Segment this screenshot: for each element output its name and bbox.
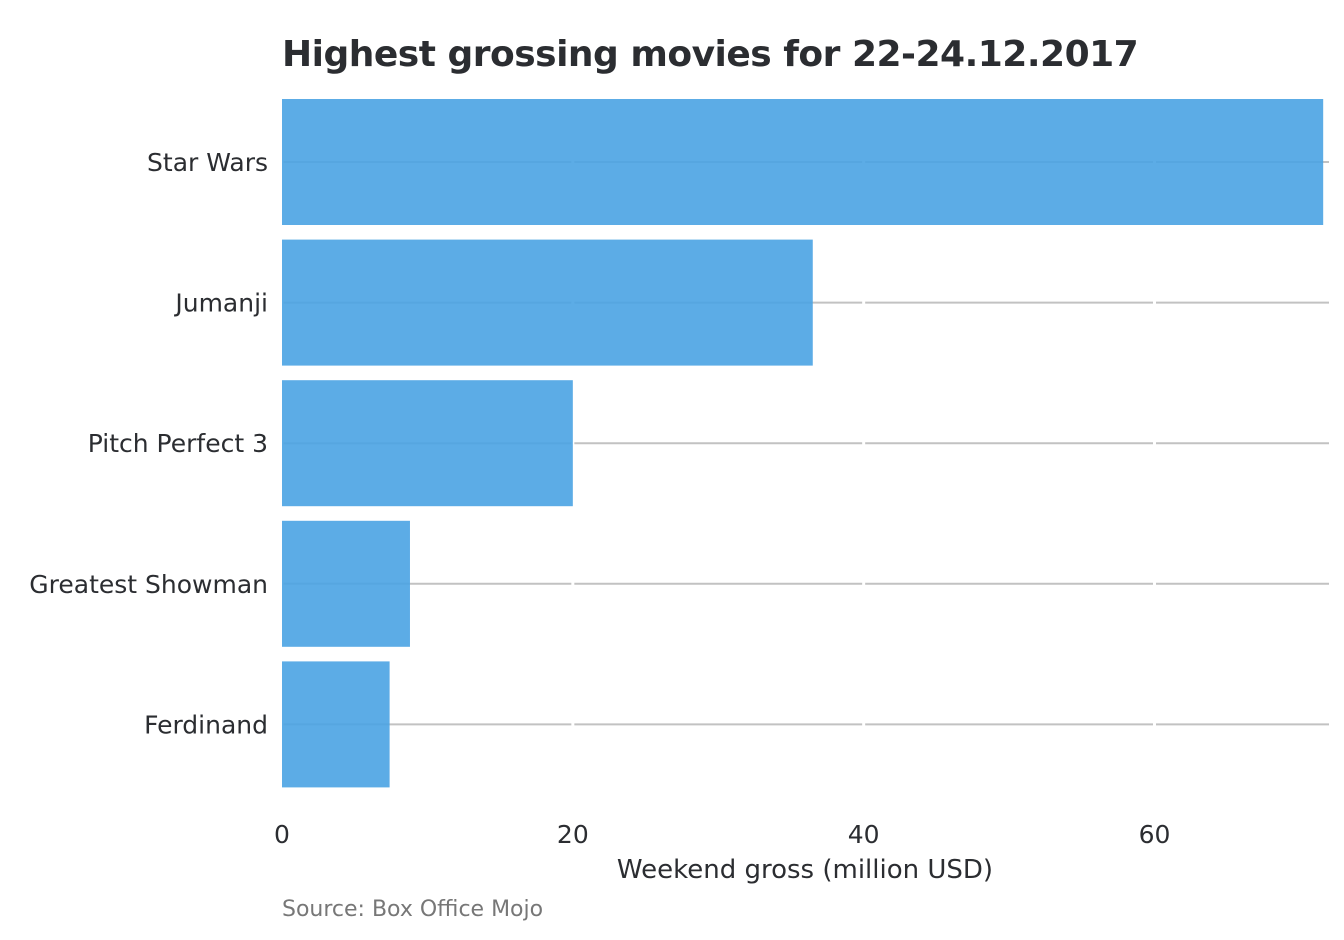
bar-pitch-perfect-3 bbox=[282, 380, 573, 507]
category-label-greatest-showman: Greatest Showman bbox=[29, 570, 268, 599]
category-label-pitch-perfect-3: Pitch Perfect 3 bbox=[88, 429, 268, 458]
x-axis-title: Weekend gross (million USD) bbox=[617, 855, 993, 885]
x-tick-label-0: 0 bbox=[274, 820, 290, 849]
bar-layer bbox=[282, 99, 1324, 788]
x-axis-ticks: 0 20 40 60 bbox=[274, 820, 1170, 849]
category-label-jumanji: Jumanji bbox=[173, 289, 268, 318]
chart-source: Source: Box Office Mojo bbox=[282, 897, 544, 922]
category-label-star-wars: Star Wars bbox=[147, 148, 268, 177]
bar-star-wars bbox=[282, 99, 1324, 225]
bar-jumanji bbox=[282, 239, 813, 366]
bar-ferdinand bbox=[282, 661, 390, 788]
x-tick-label-20: 20 bbox=[557, 820, 589, 849]
chart-title: Highest grossing movies for 22-24.12.201… bbox=[282, 34, 1139, 75]
category-label-ferdinand: Ferdinand bbox=[144, 710, 268, 739]
x-tick-label-60: 60 bbox=[1139, 820, 1171, 849]
x-tick-label-40: 40 bbox=[848, 820, 880, 849]
category-labels: Star Wars Jumanji Pitch Perfect 3 Greatest … bbox=[29, 148, 268, 739]
bar-greatest-showman bbox=[282, 520, 410, 647]
